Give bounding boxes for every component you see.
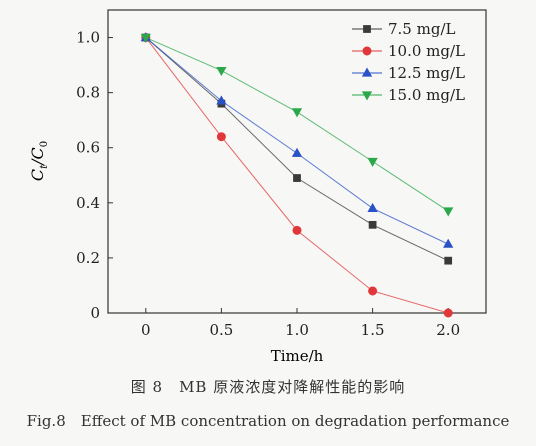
legend-marker: [362, 46, 372, 56]
axis-ticks: 0 0.5 1.0 1.5 2.0 0 0.2 0.4 0.6 0.8 1.0: [76, 29, 460, 339]
y-tick-label: 0.8: [76, 84, 100, 102]
y-tick-label: 0.2: [76, 249, 100, 267]
y-tick-label: 1.0: [76, 29, 100, 47]
data-point: [443, 207, 454, 217]
figure-caption-english: Fig.8 Effect of MB concentration on degr…: [26, 412, 510, 430]
y-axis-label-sub-0: 0: [39, 141, 50, 147]
x-tick-label: 1.0: [285, 321, 309, 339]
data-point: [216, 95, 227, 105]
legend-marker: [363, 25, 371, 33]
y-axis-label-slash: /C: [28, 147, 47, 167]
data-point: [291, 108, 303, 118]
x-tick-label: 2.0: [436, 321, 460, 339]
y-axis-label-c: C: [28, 169, 47, 181]
data-point: [140, 33, 151, 43]
series-markers: [140, 32, 454, 318]
data-point: [368, 286, 378, 296]
x-tick-label: 0: [141, 321, 151, 339]
y-axis-label: Ct/C0: [28, 141, 50, 181]
y-axis-label-sub-t: t: [39, 164, 50, 169]
y-tick-label: 0.6: [76, 139, 100, 157]
y-tick-label: 0: [90, 304, 100, 322]
figure-caption-chinese: 图 8 MB 原液浓度对降解性能的影响: [130, 378, 406, 396]
legend-label: 15.0 mg/L: [388, 86, 465, 104]
data-point: [291, 147, 303, 157]
x-tick-label: 0.5: [209, 321, 233, 339]
data-point: [367, 202, 378, 212]
legend-label: 12.5 mg/L: [388, 64, 465, 82]
data-point: [216, 132, 226, 142]
data-point: [444, 256, 453, 265]
data-point: [443, 308, 453, 318]
data-point: [293, 174, 301, 182]
x-tick-label: 1.5: [361, 321, 385, 339]
legend-label: 10.0 mg/L: [388, 42, 465, 60]
legend: 7.5 mg/L 10.0 mg/L 12.5 mg/L 15.0 mg/L: [352, 20, 465, 104]
x-axis-label: Time/h: [271, 347, 324, 365]
data-point: [292, 225, 302, 235]
legend-marker: [361, 67, 373, 77]
data-point: [216, 66, 227, 77]
data-point: [443, 238, 454, 248]
y-tick-label: 0.4: [76, 194, 100, 212]
legend-label: 7.5 mg/L: [388, 20, 456, 38]
legend-marker: [361, 91, 373, 101]
data-point: [368, 220, 377, 229]
data-point: [367, 157, 378, 167]
